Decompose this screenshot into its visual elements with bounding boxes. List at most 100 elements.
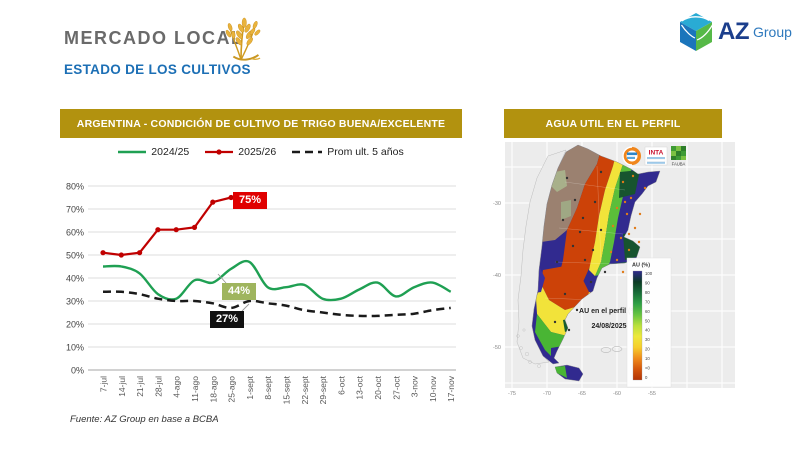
page-title: MERCADO LOCAL <box>64 28 244 48</box>
station-dot <box>637 240 641 244</box>
x-axis-tick: 14-jul <box>117 376 127 397</box>
map-x-tick: -60 <box>613 391 621 397</box>
station-dot <box>609 250 613 254</box>
map-x-tick: -65 <box>578 391 586 397</box>
company-logo: AZ Group <box>678 12 792 52</box>
station-dot <box>633 226 637 230</box>
station-dot <box>627 232 631 236</box>
argentina-outline <box>531 144 661 365</box>
station-dot <box>553 320 557 324</box>
station-dot <box>631 174 635 178</box>
colorbar-label: 10 <box>645 356 650 361</box>
x-axis-tick: 13-oct <box>355 375 365 399</box>
az-cube-icon <box>680 13 714 51</box>
source-note: Fuente: AZ Group en base a BCBA <box>70 414 219 425</box>
islands-outline <box>600 346 623 353</box>
x-axis-tick: 15-sept <box>282 375 292 404</box>
fauba-logo: FAUBA <box>671 146 686 167</box>
station-dot <box>615 206 619 210</box>
series-line-prom <box>102 290 451 318</box>
fauba-logo-text: FAUBA <box>672 162 686 167</box>
tierra-del-fuego <box>554 364 584 382</box>
station-dot <box>591 248 595 252</box>
station-dot <box>621 270 625 274</box>
inta-logo-text: INTA <box>649 150 664 157</box>
colorbar-label: 80 <box>645 290 650 295</box>
y-axis-tick: 40% <box>66 274 84 284</box>
colorbar-label: 70 <box>645 299 650 304</box>
x-axis-tick: 11-ago <box>190 376 200 402</box>
legend-label: Prom ult. 5 años <box>327 146 404 158</box>
logo-text-primary: AZ <box>718 18 750 45</box>
series-line-2025-26 <box>102 196 232 257</box>
legend-swatch-marker-red <box>205 149 234 155</box>
series-marker <box>228 194 234 201</box>
station-dot <box>571 244 575 248</box>
colorbar-label: 100 <box>645 271 653 276</box>
series-marker <box>210 199 216 205</box>
y-axis-tick: 0% <box>71 366 84 376</box>
soil-water-map: INTA FAUBA AU en el perfil (%) 24/08/202… <box>487 142 737 405</box>
chile-archipelago <box>516 328 541 368</box>
x-axis-tick: 6-oct <box>336 375 346 395</box>
station-dot <box>619 236 623 240</box>
colorbar-label: 20 <box>645 347 650 352</box>
x-axis-tick: 4-ago <box>172 376 182 398</box>
data-label-27: 27% <box>210 311 245 328</box>
legend-swatch-solid-green <box>118 150 147 154</box>
station-dot <box>565 176 569 180</box>
label-connector <box>217 273 227 284</box>
colorbar-label: 90 <box>645 280 650 285</box>
map-y-tick: -40 <box>493 273 501 279</box>
map-panel-header: AGUA UTIL EN EL PERFIL <box>504 109 722 138</box>
y-axis-tick: 50% <box>66 251 84 261</box>
x-axis-tick: 21-jul <box>135 376 145 397</box>
legend-item-2025-26: 2025/26 <box>205 146 276 158</box>
series-marker <box>173 227 179 233</box>
x-axis-tick: 20-oct <box>373 375 383 399</box>
station-dot <box>563 292 567 296</box>
colorbar-label: 30 <box>645 337 650 342</box>
label-connector <box>241 303 250 312</box>
station-dot <box>583 258 587 262</box>
series-marker <box>118 252 124 258</box>
x-axis-tick: 3-nov <box>410 375 420 397</box>
y-axis-tick: 30% <box>66 297 84 307</box>
legend-swatch-dashed-black <box>292 150 323 154</box>
chart-panel-header: ARGENTINA - CONDICIÓN DE CULTIVO DE TRIG… <box>60 109 462 138</box>
map-axis-ticks: -75 -70 -65 -60 -55 -30 -40 -50 <box>493 201 656 397</box>
data-label-75: 75% <box>233 192 268 209</box>
x-axis-tick: 17-nov <box>446 375 456 402</box>
x-axis-tick: 18-ago <box>208 376 218 403</box>
station-dot <box>573 198 577 202</box>
x-axis-tick: 27-oct <box>391 375 401 399</box>
colorbar-labels: 100 90 80 70 60 50 40 30 20 10 <0 0 <box>645 271 653 380</box>
x-axis-tick: 7-jul <box>99 376 109 392</box>
map-x-tick: -75 <box>508 391 516 397</box>
inta-logo: INTA <box>644 146 668 166</box>
series-line-2024-25 <box>102 259 452 302</box>
station-dot <box>578 230 582 234</box>
colorbar-title: AU (%) <box>632 263 650 269</box>
station-dot <box>627 248 631 252</box>
map-y-tick: -50 <box>493 345 501 351</box>
map-x-tick: -55 <box>648 391 656 397</box>
station-dot <box>603 270 607 274</box>
x-axis-tick: 28-jul <box>153 376 163 397</box>
logo-text-secondary: Group <box>753 24 792 40</box>
map-annotation-title: AU en el perfil (%) <box>579 308 639 315</box>
page-subtitle: ESTADO DE LOS CULTIVOS <box>64 62 251 77</box>
data-label-44: 44% <box>222 283 257 300</box>
legend-label: 2025/26 <box>238 146 277 158</box>
legend-item-prom: Prom ult. 5 años <box>292 146 404 158</box>
x-axis-tick: 22-sept <box>300 375 310 404</box>
station-dot <box>615 258 619 262</box>
station-dot <box>567 328 571 332</box>
station-dot <box>581 216 585 220</box>
station-dot <box>623 200 627 204</box>
station-dot <box>629 196 633 200</box>
station-dot <box>599 170 603 174</box>
y-axis-tick: 10% <box>66 343 84 353</box>
x-axis-tick: 29-sept <box>318 375 328 404</box>
